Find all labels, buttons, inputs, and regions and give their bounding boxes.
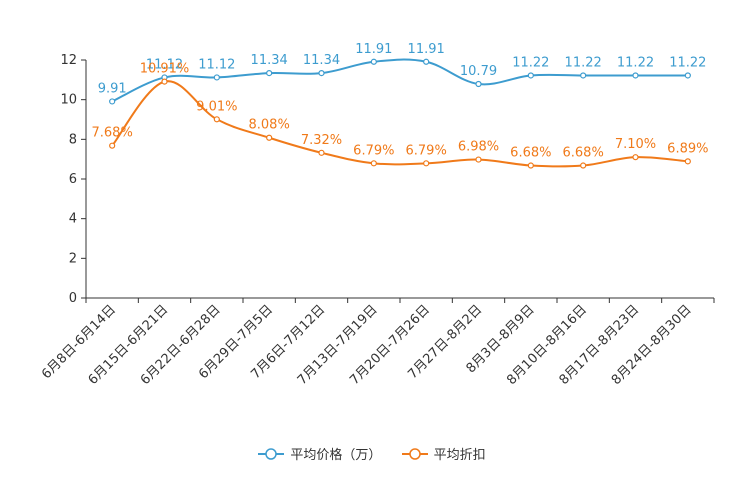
data-label-discount: 6.89% [667, 141, 708, 156]
data-label-price: 11.22 [669, 55, 706, 70]
data-label-discount: 6.79% [406, 143, 447, 158]
data-label-discount: 6.68% [563, 146, 604, 161]
data-label-price: 11.91 [355, 42, 392, 57]
data-label-discount: 8.08% [249, 118, 290, 133]
data-label-discount: 10.91% [140, 62, 190, 77]
data-point-price [423, 58, 430, 65]
data-label-price: 11.91 [408, 42, 445, 57]
data-point-price [580, 72, 587, 79]
line-chart: 0246810126月8日-6月14日6月15日-6月21日6月22日-6月28… [39, 42, 715, 388]
data-point-discount [580, 162, 587, 169]
data-label-discount: 7.68% [92, 126, 133, 141]
data-point-discount [318, 149, 325, 156]
legend-item-discount[interactable]: 平均折扣 [401, 444, 486, 463]
data-label-price: 11.22 [617, 55, 654, 70]
data-point-price [475, 80, 482, 88]
data-point-discount [161, 78, 168, 85]
y-tick-label: 8 [69, 132, 77, 147]
data-point-price [527, 72, 534, 79]
data-point-discount [527, 162, 534, 169]
data-point-discount [475, 156, 482, 163]
series-line-price [111, 58, 688, 103]
y-tick-label: 0 [69, 291, 77, 306]
data-label-price: 11.22 [565, 55, 602, 70]
y-tick-label: 6 [69, 172, 77, 187]
data-label-price: 11.12 [146, 57, 183, 72]
data-point-discount [632, 154, 639, 161]
data-point-discount [423, 160, 430, 167]
y-tick-label: 4 [69, 212, 77, 227]
data-point-price [684, 72, 691, 79]
data-point-discount [370, 160, 377, 167]
data-label-price: 11.34 [251, 53, 288, 68]
legend-marker-discount-icon [401, 447, 428, 460]
data-label-price: 10.79 [460, 64, 497, 79]
y-tick-label: 10 [60, 93, 77, 108]
data-label-discount: 9.01% [196, 99, 237, 114]
data-point-discount [213, 116, 220, 123]
data-label-price: 11.22 [512, 55, 549, 70]
data-point-price [318, 69, 325, 77]
chart-series: 9.91 11.12 11.12 11.34 11.34 11.91 11.91 10.79 1… [92, 42, 708, 169]
data-point-discount [266, 134, 273, 141]
data-point-price [213, 74, 220, 81]
legend-item-price[interactable]: 平均价格（万） [258, 444, 381, 463]
data-label-price: 11.12 [198, 57, 235, 72]
chart-legend: 平均价格（万） 平均折扣 [0, 444, 744, 465]
data-label-discount: 6.98% [458, 140, 499, 155]
data-label-discount: 6.79% [353, 143, 394, 158]
y-tick-label: 2 [69, 251, 77, 266]
data-label-discount: 6.68% [510, 146, 551, 161]
legend-marker-price-icon [258, 447, 285, 460]
data-point-discount [684, 158, 691, 165]
data-label-discount: 7.10% [615, 137, 656, 152]
data-point-price [109, 98, 116, 105]
data-point-price [266, 69, 273, 77]
data-point-price [632, 72, 639, 79]
data-label-price: 11.34 [303, 53, 340, 68]
data-point-discount [109, 142, 116, 149]
data-point-price [370, 58, 377, 65]
legend-label-price: 平均价格（万） [290, 448, 382, 463]
legend-label-discount: 平均折扣 [433, 448, 486, 463]
y-tick-label: 12 [60, 53, 77, 68]
data-label-price: 9.91 [98, 81, 127, 96]
data-label-discount: 7.32% [301, 133, 342, 148]
